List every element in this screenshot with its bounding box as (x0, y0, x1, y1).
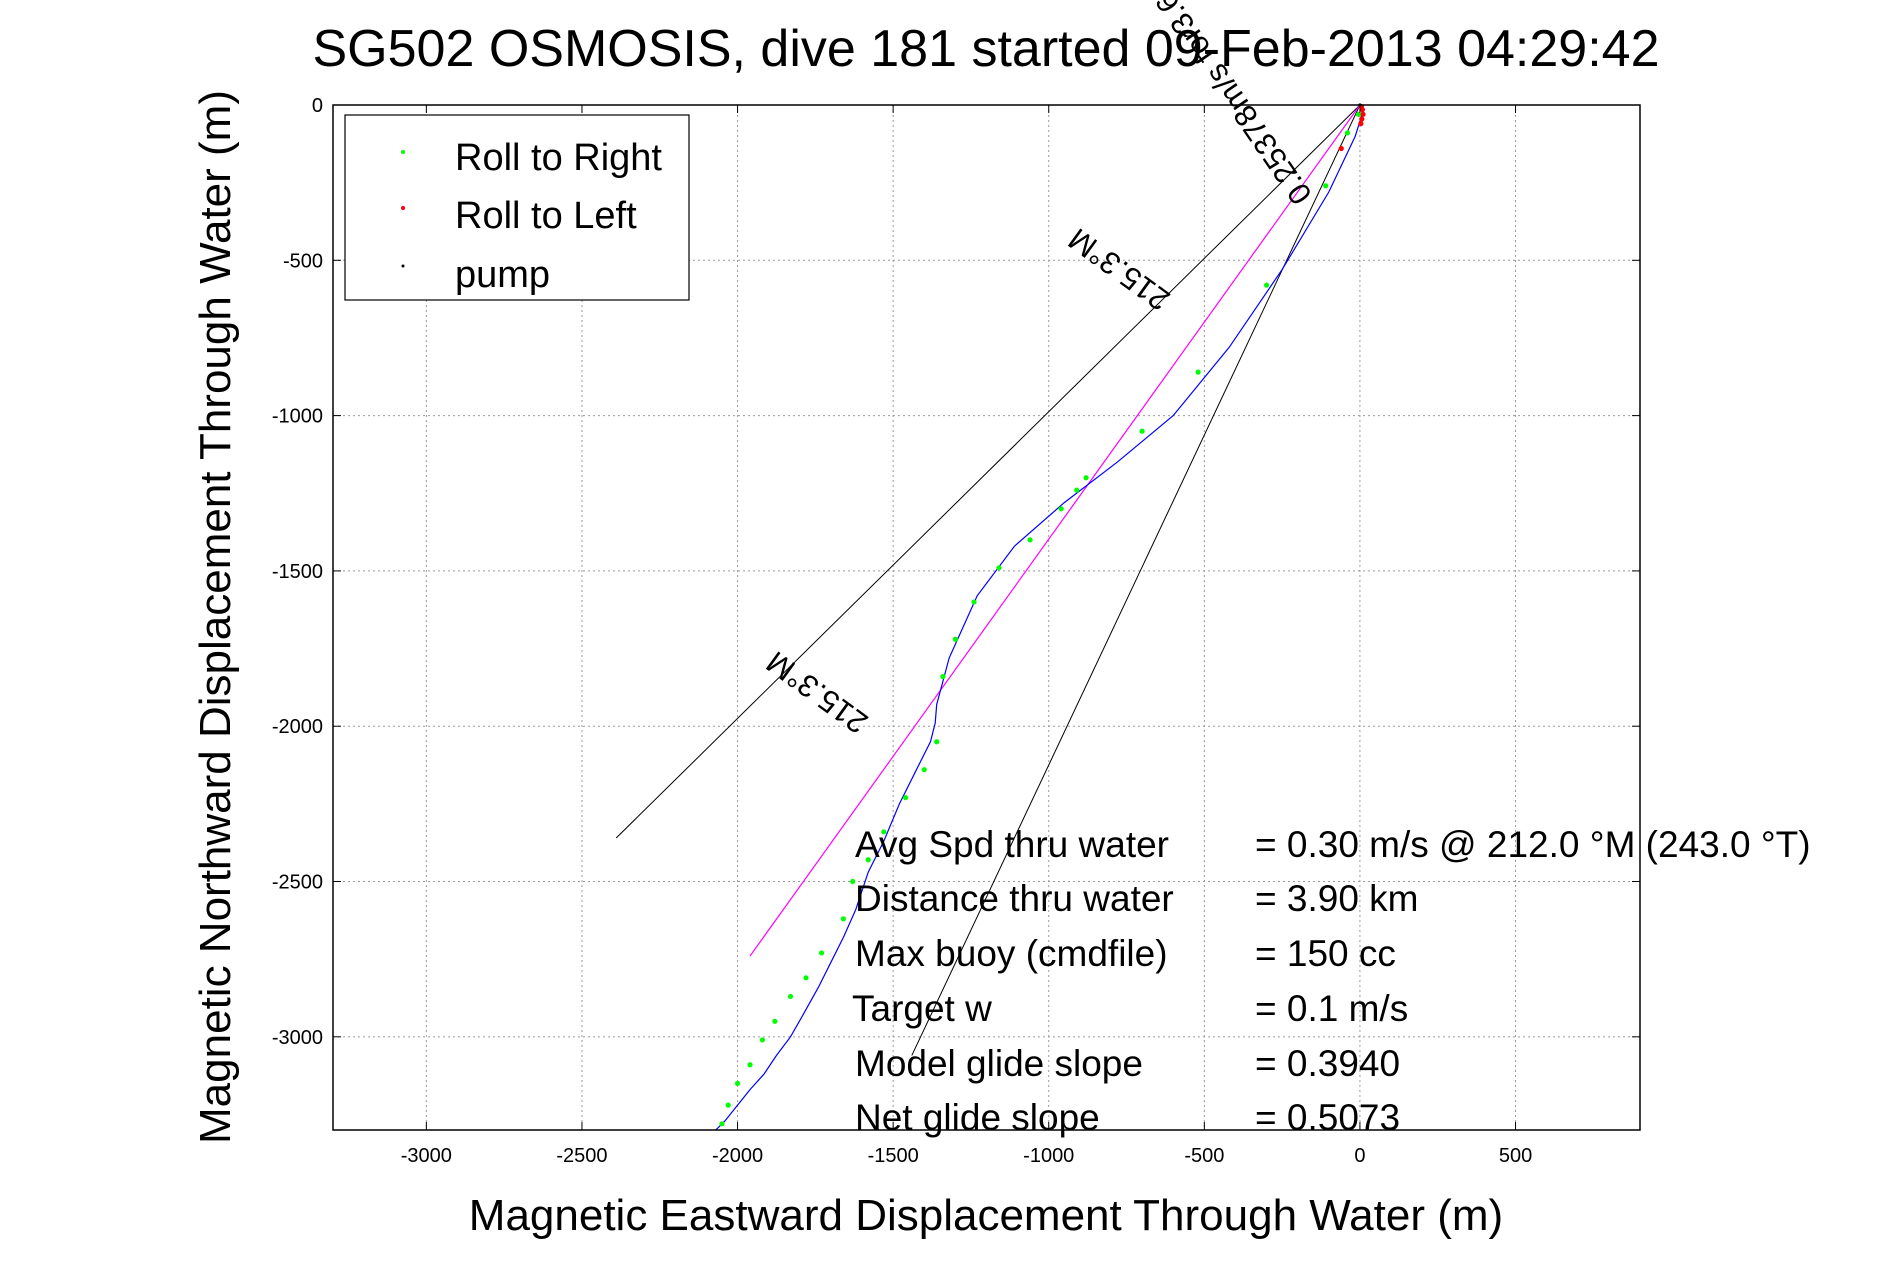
roll-right-point (1074, 487, 1080, 493)
roll-right-point (1323, 183, 1329, 189)
stat-label-max-buoy: Max buoy (cmdfile) (855, 933, 1168, 974)
roll-right-point (940, 673, 946, 680)
roll-right-point (719, 1121, 725, 1127)
stat-label-model-glide: Model glide slope (855, 1043, 1143, 1084)
stat-label-net-glide: Net glide slope (855, 1097, 1100, 1138)
x-tick-label: -500 (1184, 1145, 1224, 1167)
stat-value-model-glide: = 0.3940 (1255, 1043, 1400, 1084)
roll-right-point (850, 878, 856, 885)
annotation-cone-lower: 215.3°M (760, 644, 874, 740)
roll-right-point (734, 1080, 741, 1087)
roll-right-point (1083, 475, 1089, 481)
stats-block: Avg Spd thru water = 0.30 m/s @ 212.0 °M… (852, 824, 1811, 1138)
roll-points (719, 103, 1366, 1127)
roll-right-point (934, 739, 940, 745)
roll-right-point (1058, 506, 1064, 512)
roll-left-point (1358, 121, 1364, 127)
roll-right-point (725, 1102, 731, 1108)
chart-title: SG502 OSMOSIS, dive 181 started 09-Feb-2… (312, 20, 1659, 78)
stat-value-max-buoy: = 150 cc (1255, 933, 1396, 974)
roll-right-point (1027, 537, 1033, 543)
y-tick-label: -500 (283, 250, 323, 272)
glider-track (715, 111, 1364, 1131)
x-tick-label: 0 (1354, 1145, 1365, 1167)
roll-right-point (787, 993, 794, 1000)
x-tick-label: -2500 (556, 1145, 607, 1167)
legend-label-roll-left: Roll to Left (455, 195, 637, 237)
roll-right-point (759, 1037, 766, 1043)
x-tick-label: 500 (1499, 1145, 1532, 1167)
roll-right-point (952, 636, 958, 642)
y-tick-label: -3000 (272, 1027, 323, 1049)
roll-right-point (840, 916, 846, 922)
roll-right-point (747, 1062, 753, 1068)
roll-right-point (996, 565, 1002, 571)
stat-value-target-w: = 0.1 m/s (1255, 988, 1408, 1029)
axis-ticks: -3000 -2500 -2000 -1500 -1000 -500 0 500 0 -500 -1… (272, 95, 1640, 1167)
roll-left-point (1359, 107, 1366, 113)
x-tick-label: -3000 (401, 1145, 452, 1167)
stat-label-avg-speed: Avg Spd thru water (855, 824, 1169, 865)
stat-label-target-w: Target w (852, 988, 992, 1029)
legend: Roll to Right Roll to Left pump (344, 114, 690, 301)
stat-label-distance: Distance thru water (855, 878, 1174, 919)
cone-line (615, 104, 1361, 839)
roll-right-point (865, 857, 871, 863)
legend-label-roll-right: Roll to Right (455, 137, 662, 179)
stat-value-distance: = 3.90 km (1255, 878, 1419, 919)
x-tick-label: -1500 (868, 1145, 919, 1167)
y-tick-label: -2500 (272, 872, 323, 894)
x-tick-label: -1000 (1023, 1145, 1074, 1167)
heading-line (749, 104, 1361, 957)
y-axis-label: Magnetic Northward Displacement Through … (191, 90, 240, 1144)
roll-right-point (881, 829, 887, 835)
x-axis-label: Magnetic Eastward Displacement Through W… (469, 1191, 1503, 1240)
legend-marker-roll-right (401, 150, 405, 154)
stat-value-net-glide: = 0.5073 (1255, 1097, 1400, 1138)
roll-left-point (1360, 111, 1366, 117)
x-tick-label: -2000 (712, 1145, 763, 1167)
roll-left-point (1359, 116, 1365, 122)
legend-marker-roll-left (401, 206, 405, 210)
y-tick-label: 0 (312, 95, 323, 117)
track-line (715, 111, 1364, 1131)
roll-right-point (1139, 428, 1145, 434)
roll-right-point (902, 795, 909, 801)
roll-left-point (1338, 145, 1344, 152)
roll-right-point (818, 950, 825, 956)
y-tick-label: -2000 (272, 716, 323, 738)
roll-right-point (1263, 282, 1270, 288)
roll-right-point (1344, 130, 1351, 136)
heading-line-path (749, 104, 1361, 957)
y-tick-label: -1500 (272, 561, 323, 583)
roll-right-point (1195, 369, 1201, 375)
y-tick-label: -1000 (272, 406, 323, 428)
legend-label-pump: pump (455, 254, 550, 296)
roll-right-point (921, 767, 927, 773)
legend-marker-pump (401, 264, 405, 268)
roll-right-point (971, 599, 977, 605)
annotation-cone-upper: 215.3°M (1062, 221, 1176, 317)
roll-right-point (1355, 111, 1361, 117)
roll-right-point (772, 1018, 778, 1024)
plot-frame (332, 104, 1641, 1131)
roll-right-point (803, 975, 809, 981)
stat-value-avg-speed: = 0.30 m/s @ 212.0 °M (243.0 °T) (1255, 824, 1811, 865)
